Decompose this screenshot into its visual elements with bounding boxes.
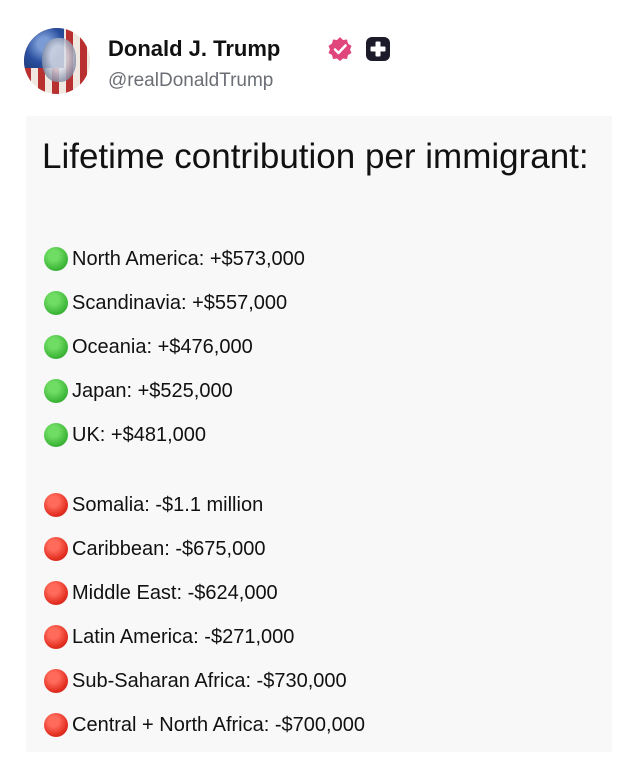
red-circle-icon	[44, 537, 68, 561]
list-item: Somalia: -$1.1 million	[44, 490, 263, 520]
list-item: UK: +$481,000	[44, 420, 206, 450]
list-item-text: Middle East: -$624,000	[72, 581, 278, 604]
avatar[interactable]	[24, 28, 90, 94]
list-item-text: Oceania: +$476,000	[72, 335, 253, 358]
author-handle[interactable]: @realDonaldTrump	[108, 70, 274, 91]
red-circle-icon	[44, 669, 68, 693]
list-item-text: UK: +$481,000	[72, 423, 206, 446]
green-circle-icon	[44, 423, 68, 447]
list-item-text: Somalia: -$1.1 million	[72, 493, 264, 516]
green-circle-icon	[44, 335, 68, 359]
list-item: Scandinavia: +$557,000	[44, 288, 287, 318]
list-item: Japan: +$525,000	[44, 376, 233, 406]
card-title: Lifetime contribution per immigrant:	[42, 137, 589, 176]
green-circle-icon	[44, 379, 68, 403]
green-circle-icon	[44, 247, 68, 271]
post-header: Donald J. Trump @realDonaldTrump	[24, 28, 624, 98]
list-item-text: Latin America: -$271,000	[72, 625, 295, 648]
author-name[interactable]: Donald J. Trump	[108, 36, 281, 61]
list-item: Oceania: +$476,000	[44, 332, 253, 362]
list-item-text: Sub-Saharan Africa: -$730,000	[72, 669, 347, 692]
red-circle-icon	[44, 713, 68, 737]
list-item: Central + North Africa: -$700,000	[44, 710, 365, 740]
list-item: Caribbean: -$675,000	[44, 534, 265, 564]
list-item-text: Central + North Africa: -$700,000	[72, 713, 365, 736]
list-item: Middle East: -$624,000	[44, 578, 278, 608]
list-item-text: Caribbean: -$675,000	[72, 537, 266, 560]
list-item: Latin America: -$271,000	[44, 622, 294, 652]
list-item-text: North America: +$573,000	[72, 247, 305, 270]
verified-badge-icon	[328, 37, 352, 61]
red-circle-icon	[44, 625, 68, 649]
green-circle-icon	[44, 291, 68, 315]
plus-icon[interactable]	[365, 36, 391, 62]
list-item: North America: +$573,000	[44, 244, 305, 274]
list-item-text: Japan: +$525,000	[72, 379, 233, 402]
list-item-text: Scandinavia: +$557,000	[72, 291, 288, 314]
list-item: Sub-Saharan Africa: -$730,000	[44, 666, 347, 696]
red-circle-icon	[44, 581, 68, 605]
avatar-face	[42, 38, 76, 82]
red-circle-icon	[44, 493, 68, 517]
post-image-card: Lifetime contribution per immigrant: Nor…	[26, 116, 612, 752]
